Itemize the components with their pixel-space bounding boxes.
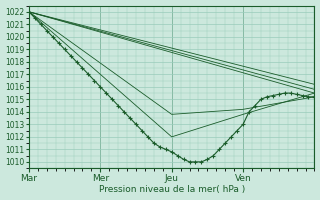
X-axis label: Pression niveau de la mer( hPa ): Pression niveau de la mer( hPa ) bbox=[99, 185, 245, 194]
